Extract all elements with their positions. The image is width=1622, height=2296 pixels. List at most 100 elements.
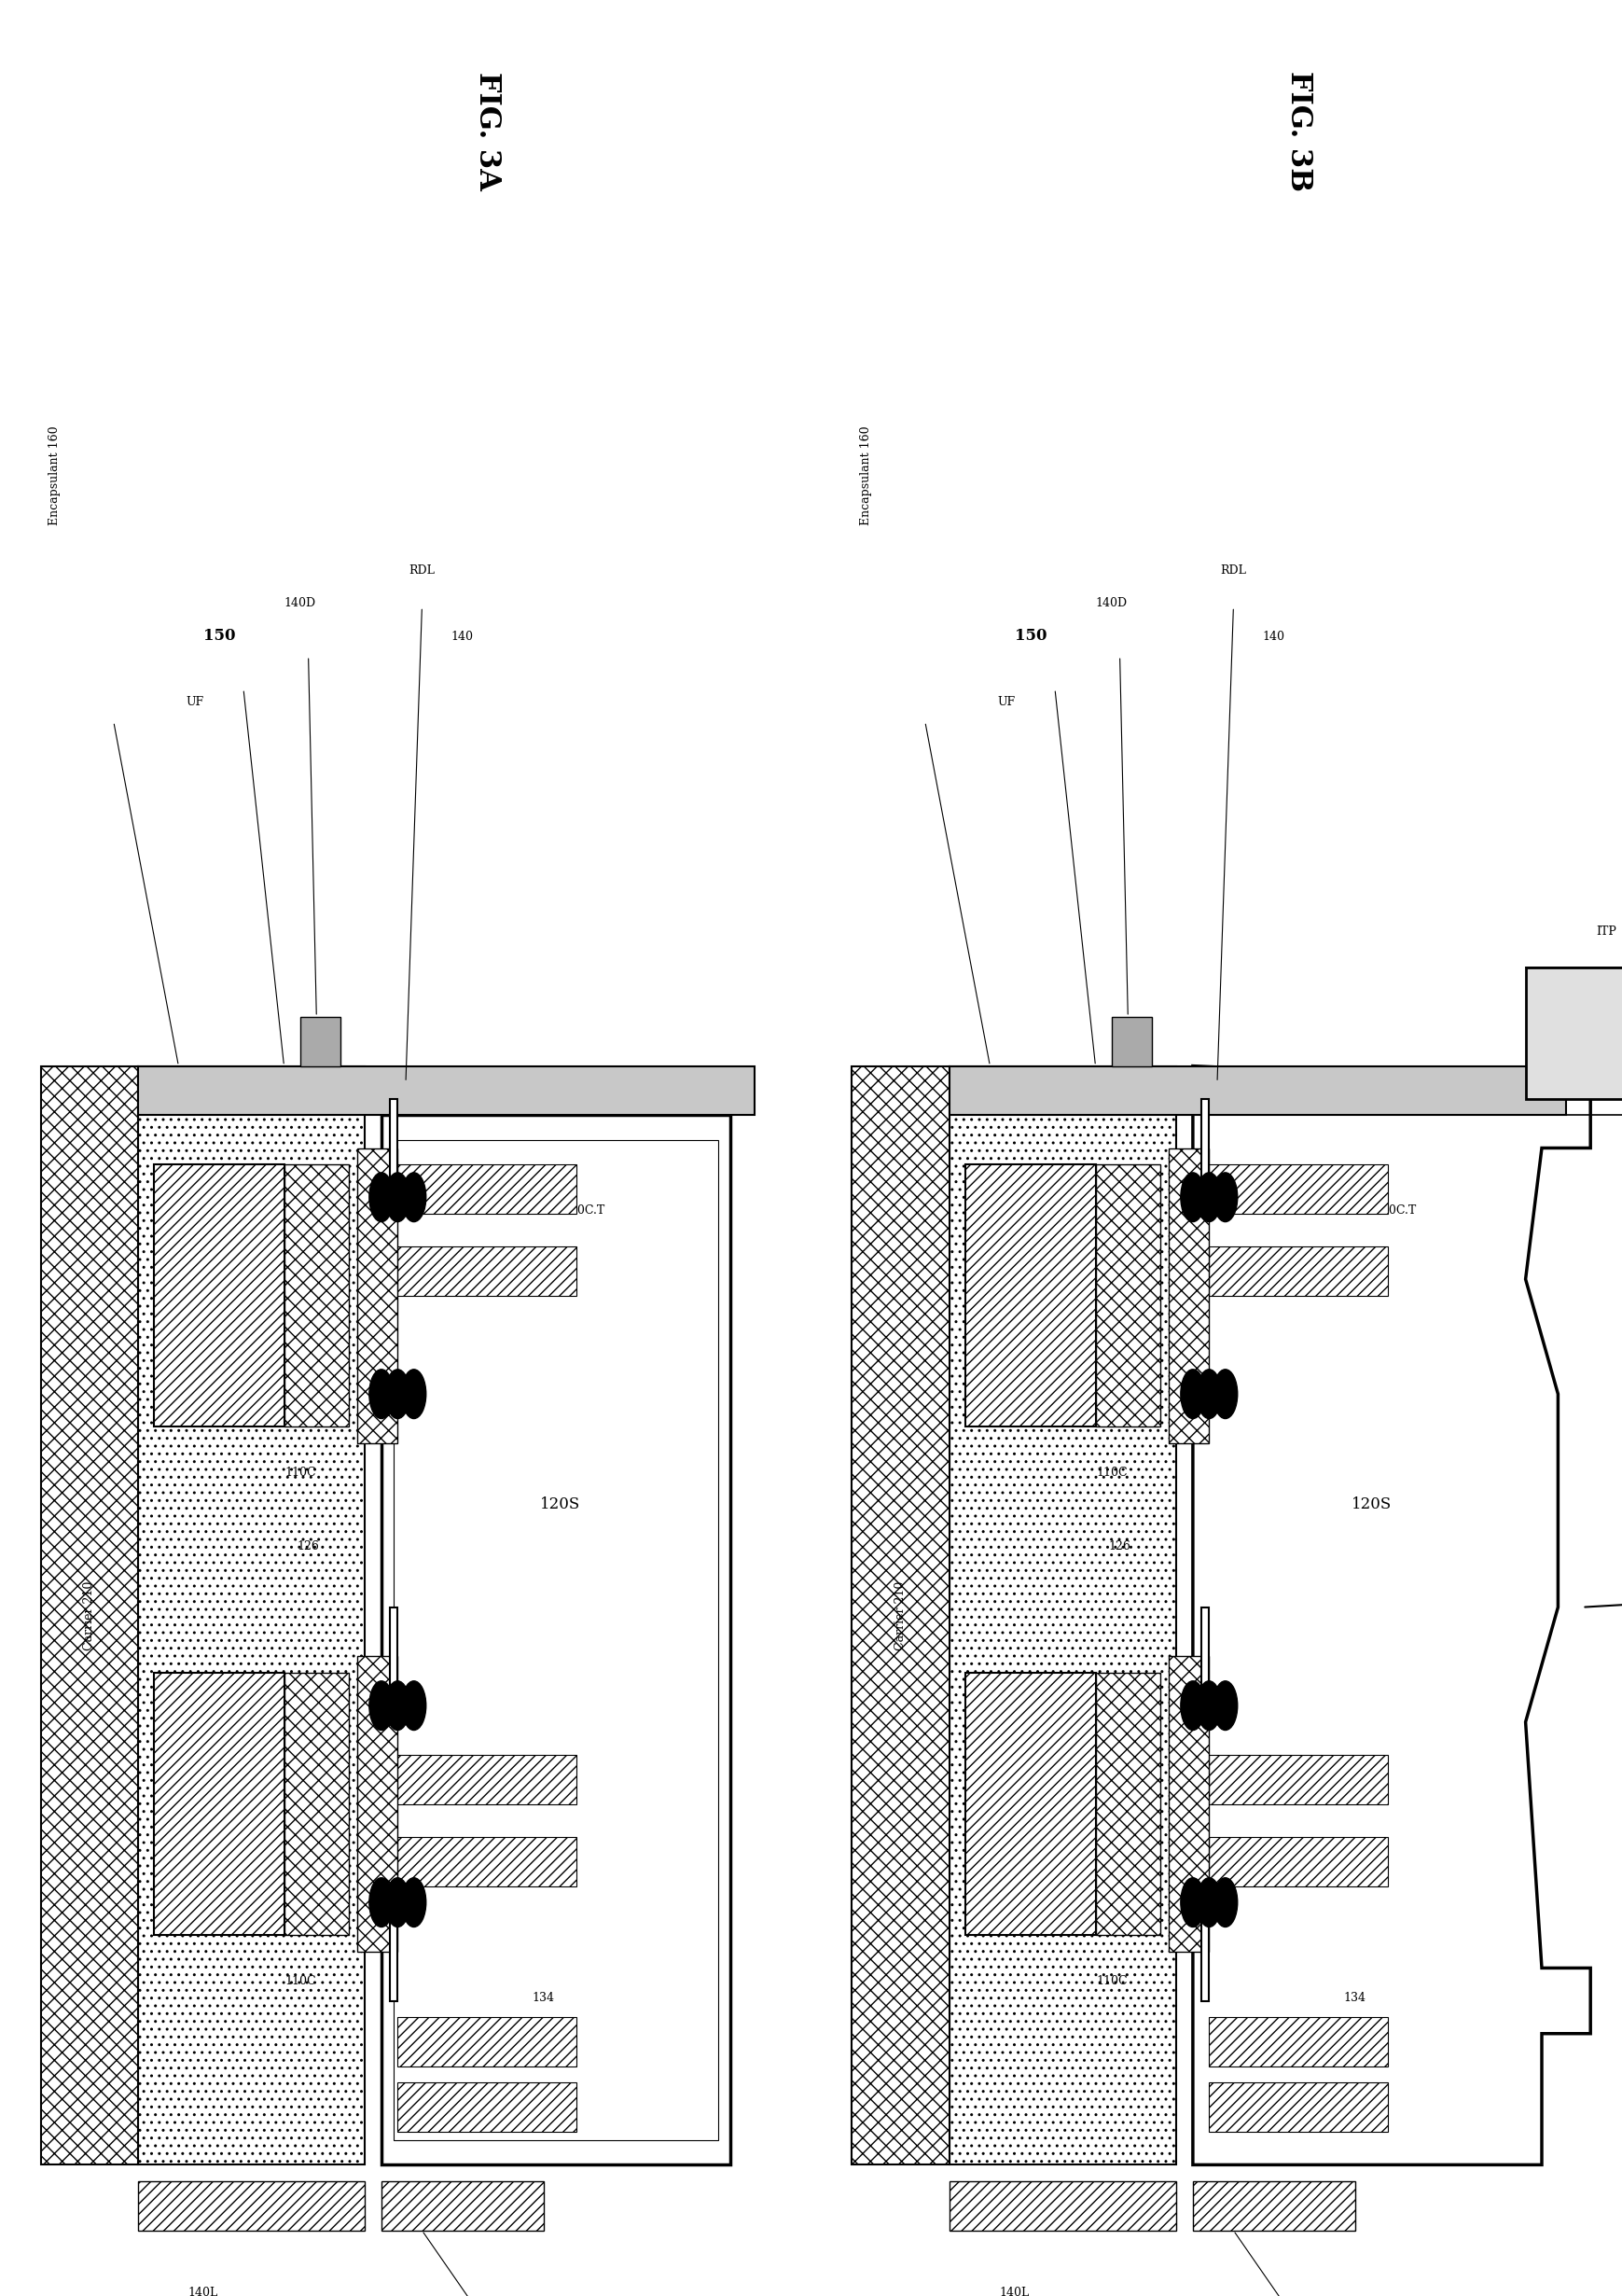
Text: 120C.T: 120C.T [1374, 1205, 1416, 1217]
Text: 140: 140 [451, 631, 474, 643]
Text: UF: UF [1119, 1812, 1135, 1823]
Text: 150: 150 [1114, 1745, 1140, 1759]
Text: 150: 150 [1014, 627, 1046, 643]
Circle shape [1197, 1173, 1220, 1221]
Text: FIG. 3B: FIG. 3B [1283, 71, 1312, 191]
Bar [1525, 967, 1622, 1100]
Bar [1200, 1919, 1208, 2000]
Text: 110C: 110C [1095, 1975, 1127, 1988]
Text: 120S: 120S [1351, 1497, 1390, 1513]
Text: 140D: 140D [284, 597, 316, 611]
Bar [284, 1164, 349, 1426]
Text: UF: UF [308, 1812, 324, 1823]
Bar [1095, 1674, 1160, 1936]
Text: RDL: RDL [1220, 565, 1246, 576]
Text: 140: 140 [1262, 631, 1285, 643]
Bar [138, 2181, 365, 2229]
Text: 140L: 140L [999, 2287, 1028, 2296]
Text: Encapsulant 160: Encapsulant 160 [860, 425, 871, 526]
Circle shape [402, 1681, 427, 1731]
Bar [1095, 1164, 1160, 1426]
Circle shape [1181, 1368, 1204, 1419]
Circle shape [370, 1173, 394, 1221]
Text: 120S: 120S [540, 1497, 579, 1513]
Circle shape [386, 1878, 409, 1926]
Bar [965, 1164, 1095, 1426]
Bar [1192, 2181, 1354, 2229]
Bar [389, 1607, 397, 1690]
Bar [1200, 1100, 1208, 1180]
Circle shape [386, 1681, 409, 1731]
Text: UF: UF [187, 696, 203, 707]
Circle shape [402, 1878, 427, 1926]
Text: IC 110: IC 110 [212, 1784, 225, 1823]
Bar [300, 1017, 341, 1065]
Bar [154, 1164, 284, 1426]
Text: 150: 150 [303, 1238, 329, 1249]
Bar [397, 2018, 576, 2066]
Text: Carrier 210: Carrier 210 [894, 1580, 907, 1651]
Bar [1168, 1148, 1208, 1444]
Text: 140D: 140D [1095, 597, 1127, 611]
Bar [949, 2181, 1176, 2229]
Bar [397, 1247, 576, 1295]
Circle shape [1197, 1368, 1220, 1419]
Bar [154, 1674, 284, 1936]
Circle shape [402, 1173, 427, 1221]
Circle shape [370, 1681, 394, 1731]
Text: 126: 126 [297, 1541, 320, 1552]
Circle shape [386, 1368, 409, 1419]
Circle shape [1181, 1681, 1204, 1731]
Circle shape [402, 1368, 427, 1419]
Text: 120: 120 [1619, 992, 1622, 1003]
Bar [1168, 1655, 1208, 1952]
Text: 126: 126 [1108, 1541, 1131, 1552]
Polygon shape [1192, 1065, 1590, 2165]
Text: 134: 134 [1343, 1991, 1366, 2004]
Bar [284, 1674, 349, 1936]
Bar [1208, 2082, 1387, 2133]
Circle shape [1181, 1173, 1204, 1221]
Bar [397, 1164, 576, 1215]
Circle shape [1213, 1368, 1236, 1419]
Bar [381, 2181, 543, 2229]
Bar [949, 1065, 1565, 1116]
Bar [1111, 1017, 1152, 1065]
Text: UF: UF [1119, 1302, 1135, 1316]
Bar [397, 1754, 576, 1805]
Text: 110C: 110C [284, 1975, 316, 1988]
Circle shape [1181, 1878, 1204, 1926]
Text: Carrier 210: Carrier 210 [83, 1580, 96, 1651]
Circle shape [370, 1368, 394, 1419]
Text: 110C: 110C [284, 1467, 316, 1479]
Bar [357, 1148, 397, 1444]
Text: IC 110: IC 110 [1023, 1277, 1036, 1316]
Text: 110C: 110C [1095, 1467, 1127, 1479]
Text: 134: 134 [532, 1991, 555, 2004]
Text: Encapsulant 160: Encapsulant 160 [49, 425, 60, 526]
Bar [1208, 1247, 1387, 1295]
Bar [381, 1116, 730, 2165]
Circle shape [370, 1878, 394, 1926]
Text: 150: 150 [303, 1745, 329, 1759]
Bar [138, 1065, 754, 1116]
Bar [1208, 2018, 1387, 2066]
Bar [1208, 1754, 1387, 1805]
Bar [389, 1919, 397, 2000]
Bar [389, 1100, 397, 1180]
Text: 140L: 140L [188, 2287, 217, 2296]
Circle shape [1197, 1681, 1220, 1731]
Bar [394, 1139, 719, 2140]
Bar [852, 1065, 949, 2165]
Text: IC 110: IC 110 [212, 1277, 225, 1316]
Circle shape [1213, 1681, 1236, 1731]
Bar [357, 1655, 397, 1952]
Text: UF: UF [308, 1302, 324, 1316]
Bar [1208, 1164, 1387, 1215]
Text: UF: UF [998, 696, 1014, 707]
Bar [949, 1065, 1176, 2165]
Circle shape [1197, 1878, 1220, 1926]
Text: FIG. 3A: FIG. 3A [472, 71, 501, 191]
Text: 120C.T: 120C.T [563, 1205, 605, 1217]
Bar [41, 1065, 138, 2165]
